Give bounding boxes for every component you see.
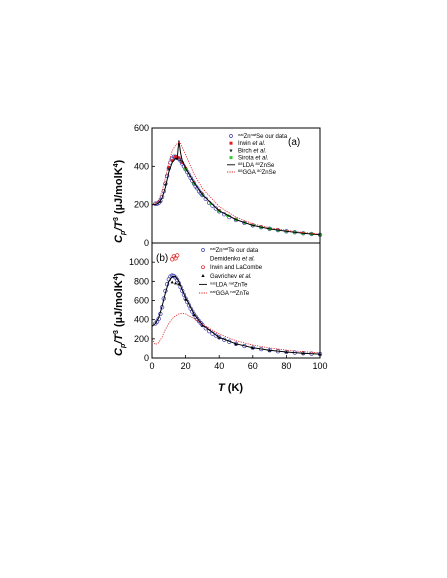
panel-a-series-sirota-point [209,202,213,206]
panel-b-legend: natZnnatTe our data Demidenko et al. Irwin… [199,246,263,297]
panel-b-series-gavrichev-point [173,281,178,285]
panel-b-ylabel-close: ) [113,272,125,276]
panel-b-ylabel-c: C [113,347,125,356]
panel-b-y-tick-label: 400 [134,315,149,325]
panel-b-x-tick-label: 100 [312,361,327,371]
legend-entry-lda: 68LDA 80ZnSe [238,161,275,169]
legend-entry-gga: natGGA natZnTe [210,289,250,297]
panel-b-x-tick-label: 60 [248,361,258,371]
panel-b-series-ours-point [217,335,222,340]
panel-b-label: (b) [156,253,168,264]
panel-a-series-sirota-point [192,182,196,185]
legend-entry-irwin: Irwin and LaCombe [210,265,263,271]
legend-entry-irwin: Irwin et al. [238,141,265,147]
panel-b-ylabel-t: /T [113,333,125,345]
panel-b-ylabel-unit: (µJ/molK [113,280,125,330]
panel-b-series-lda-line [151,276,321,355]
panel-a-y-tick-label: 400 [134,161,149,171]
panel-b-y-tick-label: 600 [134,296,149,306]
panel-a-ylabel-4: 4 [113,163,120,167]
panel-b-y-tick-label: 800 [134,276,149,286]
panel-b-xlabel-t: T [218,382,226,394]
legend-swatch-irwin [201,265,205,270]
legend-entry-gavrichev: Gavrichev et al. [210,274,252,280]
panel-a-ylabel-t: /T [113,220,125,232]
panel-a-series-irwin-point [180,161,184,164]
panel-a-ylabel-close: ) [113,159,125,163]
panel-a-series-gga-line [151,141,321,235]
panel-b-x-tick-label: 80 [281,361,291,371]
panel-a-series-irwin-point [174,155,177,159]
legend-entry-gga: 68GGA 80ZnSe [238,168,277,176]
panel-b-series-ours-point [200,322,205,328]
panel-a-series-irwin-point [170,159,174,162]
panel-a-series-birch-point [163,182,168,187]
legend-swatch-birch [229,148,233,152]
panel-a-ylabel-c: C [113,234,125,243]
legend-entry-ours: natZnnatTe our data [210,246,259,254]
panel-a-ylabel-3: 3 [113,217,120,221]
panel-b-ylabel-p: p [120,343,127,349]
legend-swatch-ours [201,248,205,252]
legend-entry-demidenko: Demidenko et al. [210,257,255,263]
panel-a-y-tick-label: 200 [134,200,149,210]
panel-a-series-birch-point [167,167,171,171]
panel-a-y-axis-label: Cp/T3 (µJ/molK4) [113,159,127,243]
panel-b-x-tick-label: 40 [214,361,224,371]
panel-a-series-ours-point [158,198,163,203]
panel-a-y-tick-label: 600 [134,123,149,133]
legend-entry-sirota: Sirota et al. [238,156,268,162]
panel-b-series-ours-point [213,333,218,338]
panel-a-ylabel-p: p [120,230,127,236]
panel-a-series-birch-point [178,158,183,163]
panel-b-series-irwin-point [175,253,180,258]
panel-b-xlabel-unit: (K) [225,382,244,394]
panel-a-series-lda-line [152,140,321,236]
panel-b-x-tick-label: 20 [181,361,191,371]
legend-entry-birch: Birch et al. [238,148,266,154]
panel-b-x-tick-label: 0 [149,361,154,371]
panel-b-series-gga-line [151,313,321,354]
panel-a-plot-area [151,140,323,237]
legend-swatch-irwin [229,141,233,145]
panel-a-y-tick-label: 0 [144,238,149,248]
panel-a-series-irwin-point [167,165,171,169]
panel-b-y-tick-label: 200 [134,334,149,344]
legend-entry-lda: natLDA natZnTe [210,280,248,288]
panel-b-y-tick-label: 1000 [129,257,149,267]
panel-b-ylabel-3: 3 [113,330,120,334]
panel-b-y-tick-label: 0 [144,353,149,363]
panel-a-label: (a) [288,137,300,148]
panel-b-x-axis-label: T (K) [218,382,243,394]
panel-b: 0 200 400 600 800 1000 0 20 40 60 80 100 natZnnatT… [113,242,328,394]
panel-b-y-axis-label: Cp/T3 (µJ/molK4) [113,272,127,356]
legend-entry-ours: natZnnatSe our data [238,132,288,140]
panel-b-y-ticks: 0 200 400 600 800 1000 [129,257,155,363]
legend-swatch-ours [229,134,233,138]
panel-b-ylabel-4: 4 [113,276,120,280]
legend-swatch-gavrichev [201,274,205,277]
panel-a-series-irwin-point [177,156,181,160]
panel-a-series-ours-point [213,206,218,211]
panel-b-x-ticks: 0 20 40 60 80 100 [149,355,328,371]
panel-a-series-ours-point [203,196,208,202]
panel-b-series-gavrichev-point [170,280,174,284]
legend-swatch-sirota [229,156,233,160]
panel-a-series-birch-point [158,199,163,204]
panel-a-ylabel-unit: (µJ/molK [113,167,125,217]
panel-b-plot-area [151,253,323,357]
